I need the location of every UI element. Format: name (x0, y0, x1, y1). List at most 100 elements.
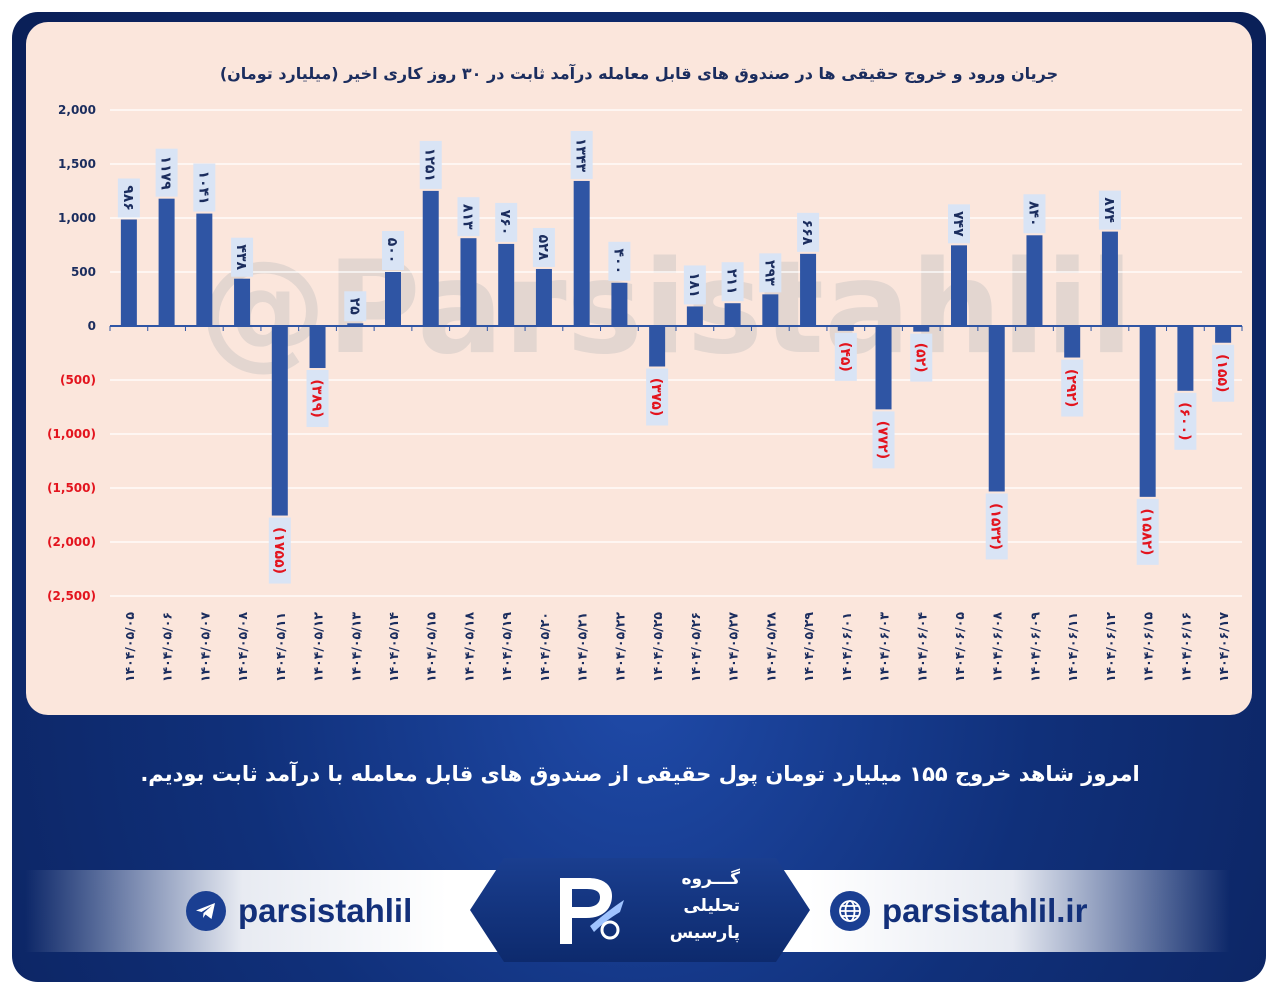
data-label-box (985, 493, 1008, 560)
bar (649, 326, 666, 367)
y-tick-label: 500 (71, 265, 96, 279)
x-tick-text: ۱۴۰۴/۰۵/۲۸ (763, 612, 778, 683)
x-tick-text: ۱۴۰۴/۰۵/۰۵ (122, 612, 137, 683)
y-tick-label: (2,500) (47, 589, 96, 603)
x-tick-label: ۱۴۰۴/۰۶/۱۶ (1178, 612, 1193, 682)
bar (1064, 326, 1081, 358)
x-tick-label: ۱۴۰۴/۰۵/۲۵ (650, 612, 665, 683)
data-label-text: (۷۷۲) (875, 421, 891, 459)
x-tick-label: ۱۴۰۴/۰۵/۰۷ (197, 612, 212, 683)
x-tick-text: ۱۴۰۴/۰۵/۰۶ (160, 612, 175, 682)
x-tick-text: ۱۴۰۴/۰۶/۱۱ (1065, 612, 1080, 682)
data-label-box (193, 163, 216, 212)
x-tick-text: ۱۴۰۴/۰۶/۰۵ (952, 612, 967, 683)
x-tick-text: ۱۴۰۴/۰۶/۱۶ (1178, 612, 1193, 682)
x-tick-text: ۱۴۰۴/۰۵/۱۸ (461, 612, 476, 683)
x-tick-label: ۱۴۰۴/۰۵/۰۶ (160, 612, 175, 682)
x-tick-text: ۱۴۰۴/۰۵/۲۰ (537, 612, 552, 682)
x-tick-label: ۱۴۰۴/۰۶/۰۴ (914, 612, 929, 683)
data-label: (۷۷۲) (872, 411, 895, 469)
bar (1177, 326, 1194, 391)
data-label-text: (۴۵) (837, 342, 853, 372)
data-label: (۱۷۵۵) (268, 517, 291, 584)
bar (913, 326, 930, 332)
x-tick-text: ۱۴۰۴/۰۶/۰۳ (877, 612, 892, 683)
data-label-box (495, 202, 518, 242)
x-tick-label: ۱۴۰۴/۰۵/۱۲ (311, 612, 326, 683)
data-label-text: ۲۵ (346, 298, 362, 316)
data-label-text: (۳۸۹) (309, 379, 325, 417)
data-label: ۱۲۵۱ (419, 140, 442, 189)
data-label-text: ۹۸۶ (120, 185, 136, 211)
logo-line-3: پارسیس (669, 923, 740, 943)
data-label: ۲۵ (344, 291, 367, 322)
bar (535, 268, 552, 326)
website-contact[interactable]: parsistahlil.ir (830, 878, 1087, 944)
data-label: (۲۹۲) (1061, 359, 1084, 417)
bar (988, 326, 1005, 492)
data-label-box (419, 140, 442, 189)
data-label: ۹۸۶ (117, 178, 140, 218)
data-label-text: (۱۵۳۲) (988, 503, 1004, 550)
bar (422, 190, 439, 326)
bar (875, 326, 892, 410)
bar (234, 278, 251, 326)
data-label-text: (۳۷۵) (648, 378, 664, 416)
data-label-text: ۷۴۷ (950, 211, 966, 237)
bar (196, 213, 213, 326)
data-label: ۶۶۸ (797, 212, 820, 252)
bar (158, 198, 175, 326)
bar (1215, 326, 1232, 343)
data-label-box (344, 291, 367, 322)
y-tick-label: 2,000 (58, 103, 96, 117)
data-label: (۳۷۵) (646, 368, 669, 426)
x-tick-text: ۱۴۰۴/۰۶/۱۷ (1216, 612, 1231, 683)
bar (385, 272, 401, 326)
x-tick-text: ۱۴۰۴/۰۵/۱۱ (273, 612, 288, 682)
x-tick-label: ۱۴۰۴/۰۶/۰۱ (839, 612, 854, 682)
chart-title: جریان ورود و خروج حقیقی ها در صندوق های … (220, 63, 1058, 83)
x-tick-label: ۱۴۰۴/۰۵/۰۵ (122, 612, 137, 683)
bar (837, 326, 854, 331)
x-tick-label: ۱۴۰۴/۰۵/۲۲ (612, 612, 627, 683)
data-label-box (268, 517, 291, 584)
data-label: ۸۱۳ (457, 197, 480, 237)
data-label: ۵۰۰ (382, 231, 404, 270)
data-label-text: (۱۷۵۵) (271, 527, 287, 574)
x-tick-text: ۱۴۰۴/۰۵/۲۲ (612, 612, 627, 683)
bar (573, 180, 590, 326)
x-tick-label: ۱۴۰۴/۰۶/۰۹ (1027, 612, 1042, 683)
data-label-text: ۱۳۴۳ (573, 138, 589, 173)
y-tick-label: (1,000) (47, 427, 96, 441)
x-tick-label: ۱۴۰۴/۰۵/۱۱ (273, 612, 288, 682)
x-tick-text: ۱۴۰۴/۰۵/۲۱ (575, 612, 590, 682)
data-label-text: ۴۰۰ (610, 248, 626, 274)
x-tick-label: ۱۴۰۴/۰۵/۱۸ (461, 612, 476, 683)
data-label: (۵۲) (910, 333, 933, 382)
x-tick-label: ۱۴۰۴/۰۶/۰۸ (990, 612, 1005, 683)
data-label: ۱۰۴۱ (193, 163, 216, 212)
data-label-box (1212, 344, 1235, 402)
telegram-contact[interactable]: parsistahlil (186, 878, 412, 944)
logo-line-1: گـــروه (681, 869, 741, 889)
logo-badge (470, 858, 810, 962)
data-label-box (155, 148, 178, 197)
bar (762, 294, 779, 326)
data-label-text: ۲۱۱ (724, 269, 740, 295)
data-label-text: ۱۱۷۹ (158, 156, 174, 191)
x-tick-label: ۱۴۰۴/۰۵/۲۹ (801, 612, 816, 683)
data-label-box (1136, 498, 1159, 565)
data-label: ۴۰۰ (608, 241, 631, 281)
data-label-text: ۱۰۴۱ (195, 170, 211, 204)
telegram-handle: parsistahlil (238, 892, 413, 929)
y-tick-label: (500) (60, 373, 96, 387)
data-label-box (570, 130, 593, 179)
telegram-icon (186, 891, 226, 931)
x-tick-label: ۱۴۰۴/۰۵/۲۸ (763, 612, 778, 683)
data-label-box (1174, 392, 1197, 450)
data-label-box (457, 197, 480, 237)
x-tick-text: ۱۴۰۴/۰۵/۲۶ (688, 612, 703, 682)
x-tick-text: ۱۴۰۴/۰۶/۰۱ (839, 612, 854, 682)
x-tick-label: ۱۴۰۴/۰۶/۱۷ (1216, 612, 1231, 683)
data-label-box (306, 370, 329, 428)
